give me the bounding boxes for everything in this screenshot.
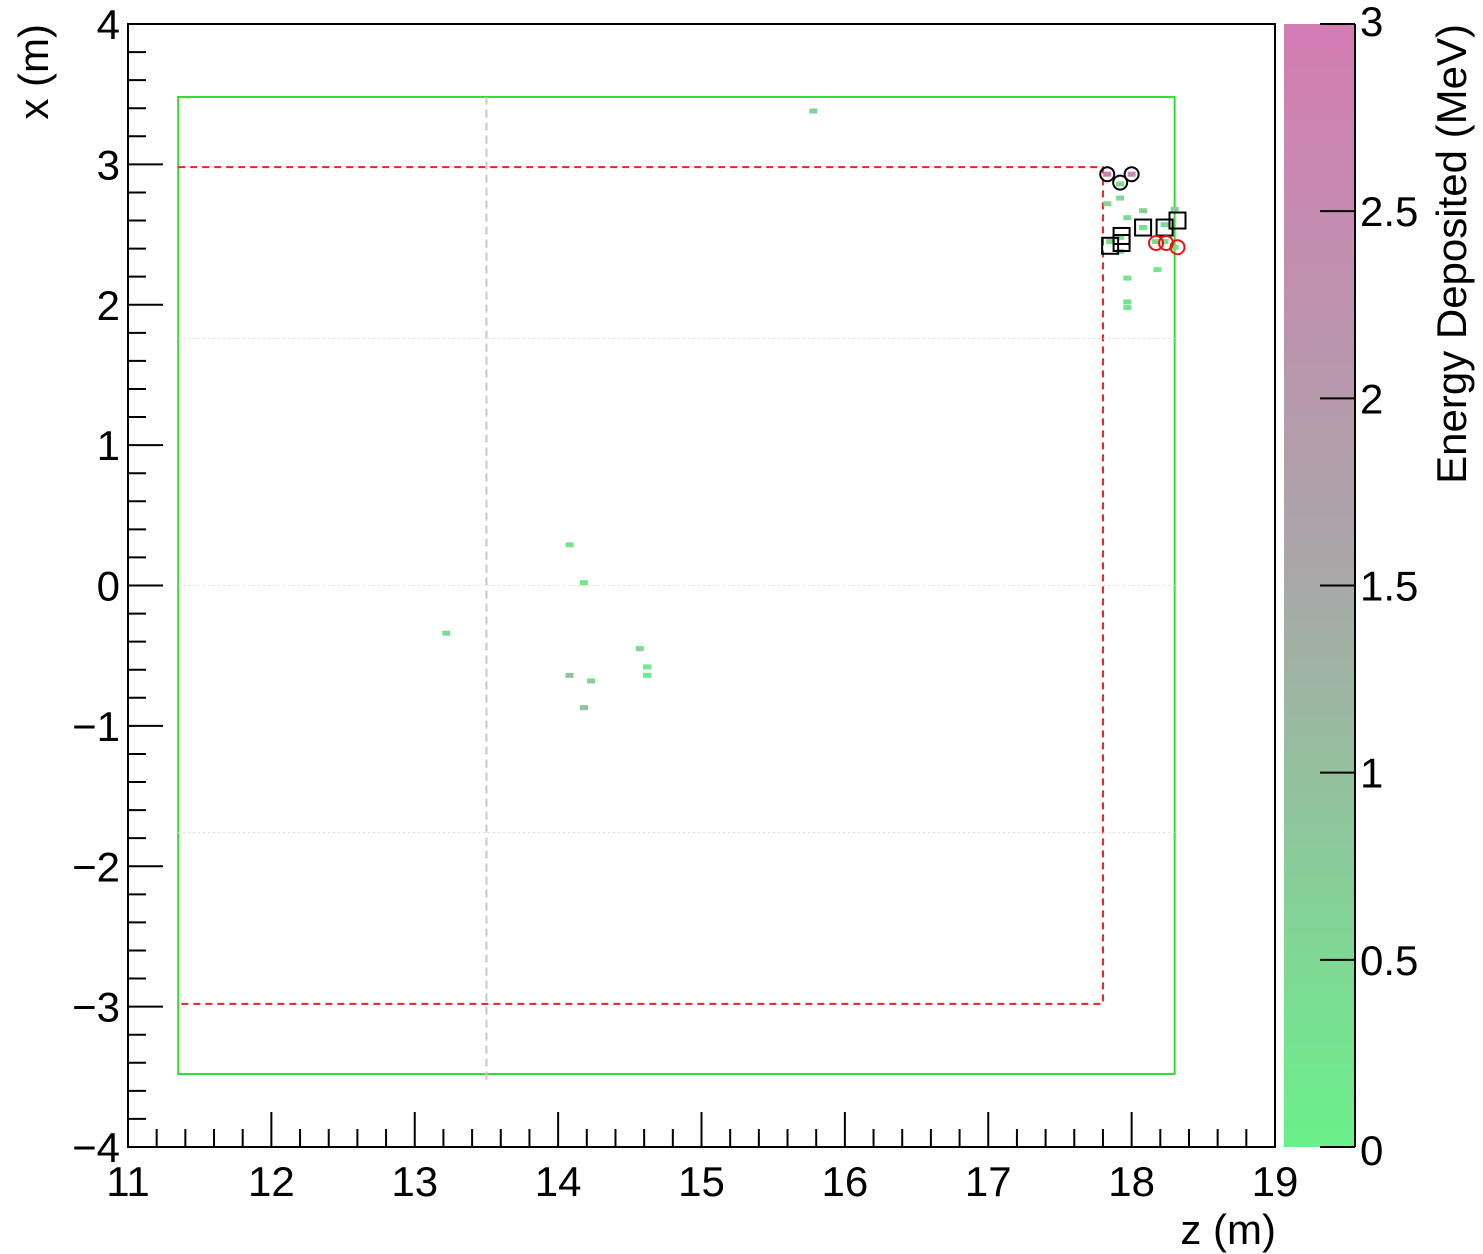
y-tick-label: −4 xyxy=(72,1124,120,1171)
x-tick-label: 13 xyxy=(391,1158,438,1205)
square-marker xyxy=(1101,236,1120,255)
hit-point xyxy=(1151,239,1160,245)
circle-marker xyxy=(1099,166,1116,183)
y-tick-label: 2 xyxy=(97,282,120,329)
circle-marker xyxy=(1169,239,1186,256)
energy-hits xyxy=(442,108,1179,711)
reco-markers xyxy=(1099,166,1187,256)
y-tick-label: 1 xyxy=(97,422,120,469)
hit-point xyxy=(1139,208,1148,214)
hit-point xyxy=(1106,239,1115,245)
x-tick-label: 17 xyxy=(965,1158,1012,1205)
circle-marker xyxy=(1147,234,1164,251)
hit-point xyxy=(1116,181,1125,187)
colorbar-tick-label: 2.5 xyxy=(1360,188,1418,235)
hit-point xyxy=(1123,305,1132,311)
colorbar-label: Energy Deposited (MeV) xyxy=(1428,24,1475,484)
x-tick-label: 15 xyxy=(678,1158,725,1205)
hit-point xyxy=(1123,215,1132,221)
hit-point xyxy=(442,630,451,636)
colorbar-tick-label: 3 xyxy=(1360,0,1383,45)
hit-point xyxy=(643,664,652,670)
hit-point xyxy=(1116,195,1125,201)
hit-point xyxy=(565,542,574,548)
fiducial-boundary xyxy=(178,166,1104,1005)
x-tick-label: 12 xyxy=(248,1158,295,1205)
hit-point xyxy=(1103,171,1112,177)
x-tick-label: 11 xyxy=(106,1158,150,1205)
x-tick-label: 14 xyxy=(535,1158,582,1205)
hit-point xyxy=(1127,171,1136,177)
y-tick-label: −2 xyxy=(72,843,120,890)
square-marker xyxy=(1112,226,1131,245)
hit-point xyxy=(809,108,818,114)
colorbar-tick-label: 1 xyxy=(1360,750,1383,797)
square-marker xyxy=(1168,211,1187,230)
circle-marker xyxy=(1123,166,1140,183)
y-tick-label: 0 xyxy=(97,563,120,610)
colorbar-axis: 0 0.5 1 1.5 2 2.5 3 xyxy=(1320,0,1418,1174)
hit-point xyxy=(1123,275,1132,281)
hit-point xyxy=(579,580,588,586)
square-marker xyxy=(1134,218,1153,237)
x-axis-label: z (m) xyxy=(1180,1206,1276,1253)
hit-point xyxy=(1103,201,1112,207)
hit-point xyxy=(565,672,574,678)
y-tick-label: −1 xyxy=(72,703,120,750)
x-tick-label: 19 xyxy=(1252,1158,1299,1205)
hit-point xyxy=(1139,225,1148,231)
hit-point xyxy=(579,705,588,711)
colorbar-tick-label: 2 xyxy=(1360,375,1383,422)
hit-point xyxy=(1153,267,1162,273)
hit-point xyxy=(1170,206,1179,212)
circle-marker xyxy=(1112,174,1129,191)
colorbar-tick-label: 0 xyxy=(1360,1127,1383,1174)
y-tick-label: 4 xyxy=(97,1,120,48)
hit-point xyxy=(1116,234,1125,240)
hit-point xyxy=(1123,299,1132,305)
colorbar-tick-label: 0.5 xyxy=(1360,937,1418,984)
detector-regions xyxy=(177,95,1176,1080)
hit-point xyxy=(635,646,644,652)
y-axis-label: x (m) xyxy=(10,24,57,120)
x-tick-label: 16 xyxy=(822,1158,869,1205)
colorbar-tick-label: 1.5 xyxy=(1360,563,1418,610)
hit-point xyxy=(1160,222,1169,228)
hit-point xyxy=(1160,239,1169,245)
hit-point xyxy=(643,672,652,678)
y-tick-label: −3 xyxy=(72,984,120,1031)
x-tick-label: 18 xyxy=(1108,1158,1155,1205)
y-tick-label: 3 xyxy=(97,141,120,188)
hit-point xyxy=(1170,244,1179,250)
hit-point xyxy=(587,678,596,684)
